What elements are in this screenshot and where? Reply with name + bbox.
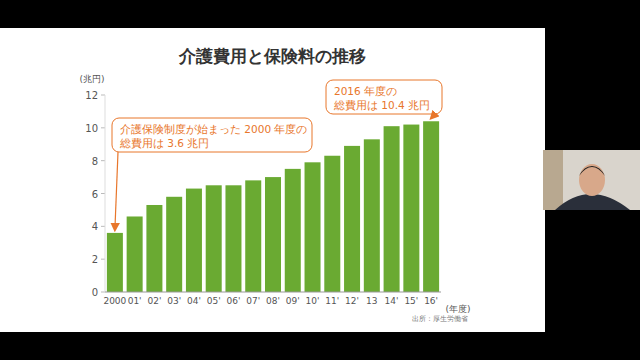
x-tick-label: 09' xyxy=(286,296,300,306)
bar xyxy=(285,169,301,292)
annotation-arrow xyxy=(115,152,118,230)
x-tick-label: 13 xyxy=(366,296,377,306)
bar xyxy=(324,156,340,292)
x-tick-label: 11' xyxy=(325,296,339,306)
x-tick-label: 16' xyxy=(424,296,438,306)
y-tick-label: 10 xyxy=(85,123,98,134)
y-tick xyxy=(101,127,105,128)
y-axis-line xyxy=(105,95,106,292)
x-tick-label: 05' xyxy=(207,296,221,306)
webcam-bg xyxy=(543,150,563,210)
screen: 介護費用と保険料の推移 (兆円) (年度)出所：厚生労働省 0 2 4 6 8 10 12 2000… xyxy=(0,0,640,360)
y-tick-label: 0 xyxy=(92,287,98,298)
x-tick-label: 12' xyxy=(345,296,359,306)
x-tick-label: 08' xyxy=(266,296,280,306)
x-tick-label: 14' xyxy=(385,296,399,306)
y-tick-label: 12 xyxy=(85,90,98,101)
bar xyxy=(225,185,241,292)
y-tick xyxy=(101,193,105,194)
webcam-person-head xyxy=(579,164,605,196)
webcam-person-hair xyxy=(579,166,605,176)
x-tick-label: 15' xyxy=(404,296,418,306)
x-tick-label: 2000 xyxy=(103,296,126,306)
bar xyxy=(423,121,439,292)
x-axis-label: (年度) xyxy=(445,304,470,314)
x-tick-label: 03' xyxy=(167,296,181,306)
bar xyxy=(364,139,380,292)
y-tick-label: 4 xyxy=(92,221,98,232)
source-note: 出所：厚生労働省 xyxy=(412,315,468,323)
bar xyxy=(265,177,281,292)
x-tick-label: 07' xyxy=(246,296,260,306)
bar xyxy=(206,185,222,292)
bar xyxy=(186,189,202,292)
slide xyxy=(0,28,545,332)
bar xyxy=(146,205,162,292)
bar xyxy=(107,233,123,292)
webcam xyxy=(543,150,640,210)
page: {"chart_data": {"type": "bar", "title": … xyxy=(0,0,640,360)
y-tick xyxy=(101,292,105,293)
annotation-text: 介護保険制度が始まった 2000 年度の xyxy=(120,123,307,135)
bar xyxy=(305,162,321,292)
y-tick-label: 2 xyxy=(92,254,98,265)
x-tick-label: 01' xyxy=(128,296,142,306)
bar xyxy=(245,180,261,292)
annotation-text: 総費用は 10.4 兆円 xyxy=(333,99,430,111)
annotation-text: 総費用は 3.6 兆円 xyxy=(119,137,209,149)
annotation-arrow xyxy=(431,114,435,118)
webcam-person-body xyxy=(555,194,630,210)
x-tick-label: 02' xyxy=(147,296,161,306)
bar xyxy=(384,126,400,292)
x-tick-label: 10' xyxy=(306,296,320,306)
x-tick-label: 04' xyxy=(187,296,201,306)
bar xyxy=(166,197,182,292)
bar xyxy=(344,146,360,292)
annotation-box xyxy=(112,118,312,152)
bar xyxy=(403,125,419,292)
chart-title: 介護費用と保険料の推移 xyxy=(178,46,366,66)
x-tick-label: 06' xyxy=(227,296,241,306)
y-tick xyxy=(101,259,105,260)
y-axis-label: (兆円) xyxy=(79,74,104,84)
annotation-box xyxy=(326,80,442,114)
y-tick-label: 6 xyxy=(92,189,98,200)
y-tick xyxy=(101,226,105,227)
annotation-text: 2016 年度の xyxy=(334,85,397,97)
y-tick xyxy=(101,160,105,161)
y-tick xyxy=(101,95,105,96)
y-tick-label: 8 xyxy=(92,156,98,167)
x-axis-line xyxy=(105,292,441,293)
bar xyxy=(127,216,143,292)
